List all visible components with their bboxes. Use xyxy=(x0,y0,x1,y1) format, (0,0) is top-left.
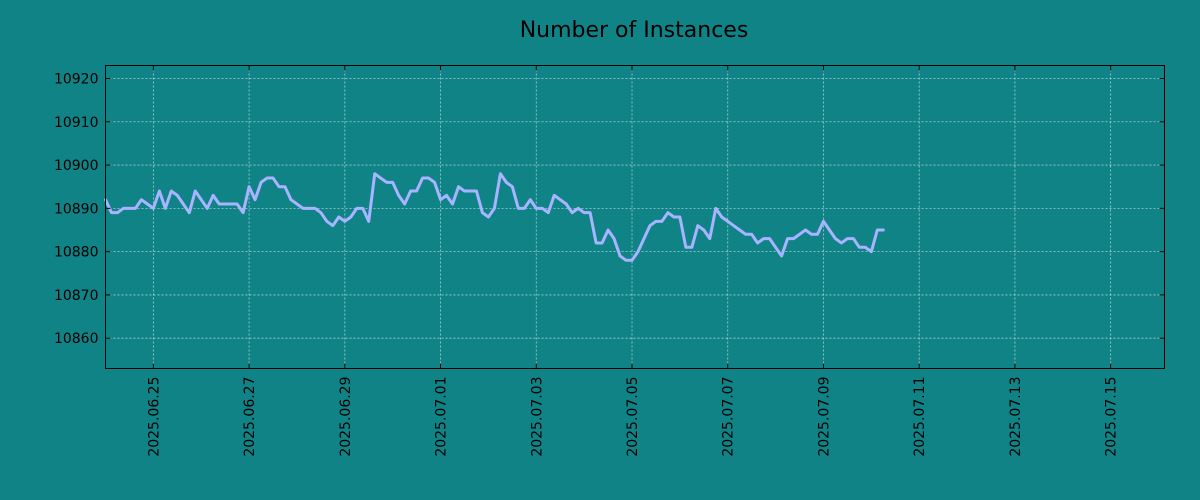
grid-layer xyxy=(105,65,1165,369)
x-tick-label: 2025.07.09 xyxy=(816,377,832,457)
chart-title: Number of Instances xyxy=(520,18,749,43)
x-tick-label: 2025.07.11 xyxy=(912,377,928,457)
x-tick-label: 2025.07.13 xyxy=(1008,377,1024,457)
y-tick-label: 10900 xyxy=(54,158,99,174)
series-layer xyxy=(104,172,885,262)
x-tick-label: 2025.06.27 xyxy=(242,377,258,457)
y-tick-label: 10860 xyxy=(54,331,99,347)
x-tick-label: 2025.07.03 xyxy=(529,377,545,457)
x-tick-label: 2025.06.25 xyxy=(146,377,162,457)
x-tick-label: 2025.07.07 xyxy=(721,377,737,457)
y-tick-label: 10890 xyxy=(54,201,99,217)
plot-frame xyxy=(105,65,1165,369)
axis-layer: 10860 10870 10880 10890 10900 10910 10920 2025.… xyxy=(54,65,1165,457)
x-tick-label: 2025.06.29 xyxy=(338,377,354,457)
x-tick-label: 2025.07.15 xyxy=(1104,377,1120,457)
x-tick-label: 2025.07.05 xyxy=(625,377,641,457)
y-tick-label: 10870 xyxy=(54,288,99,304)
y-tick-label: 10910 xyxy=(54,115,99,131)
y-tick-label: 10880 xyxy=(54,245,99,261)
series-line-0 xyxy=(104,172,885,262)
y-tick-label: 10920 xyxy=(54,71,99,87)
x-tick-label: 2025.07.01 xyxy=(434,377,450,457)
